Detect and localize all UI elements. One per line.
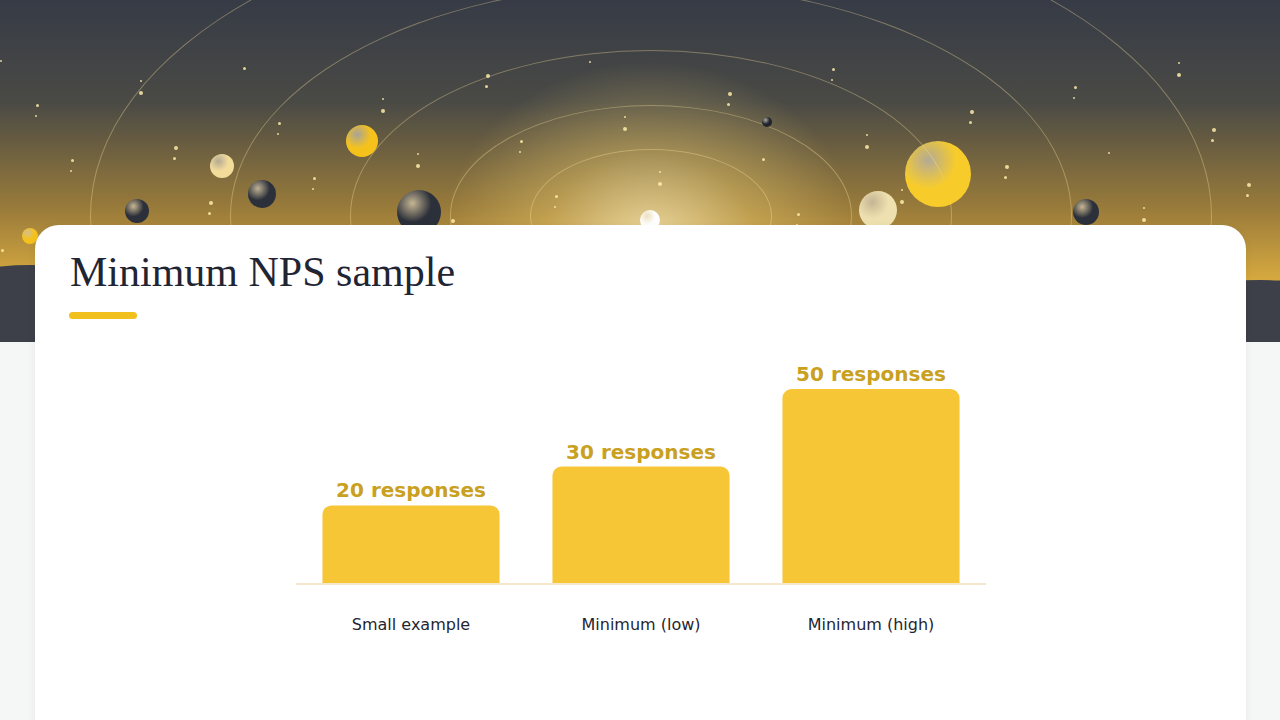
svg-text:20 responses: 20 responses xyxy=(336,478,486,502)
svg-text:Minimum (high): Minimum (high) xyxy=(808,615,935,634)
svg-text:Minimum (low): Minimum (low) xyxy=(581,615,700,634)
html-text:Minimum NPS sample: Minimum NPS sample xyxy=(70,249,455,295)
svg-text:30 responses: 30 responses xyxy=(566,440,716,464)
svg-text:Small example: Small example xyxy=(352,615,470,634)
svg-text:50 responses: 50 responses xyxy=(796,362,946,386)
